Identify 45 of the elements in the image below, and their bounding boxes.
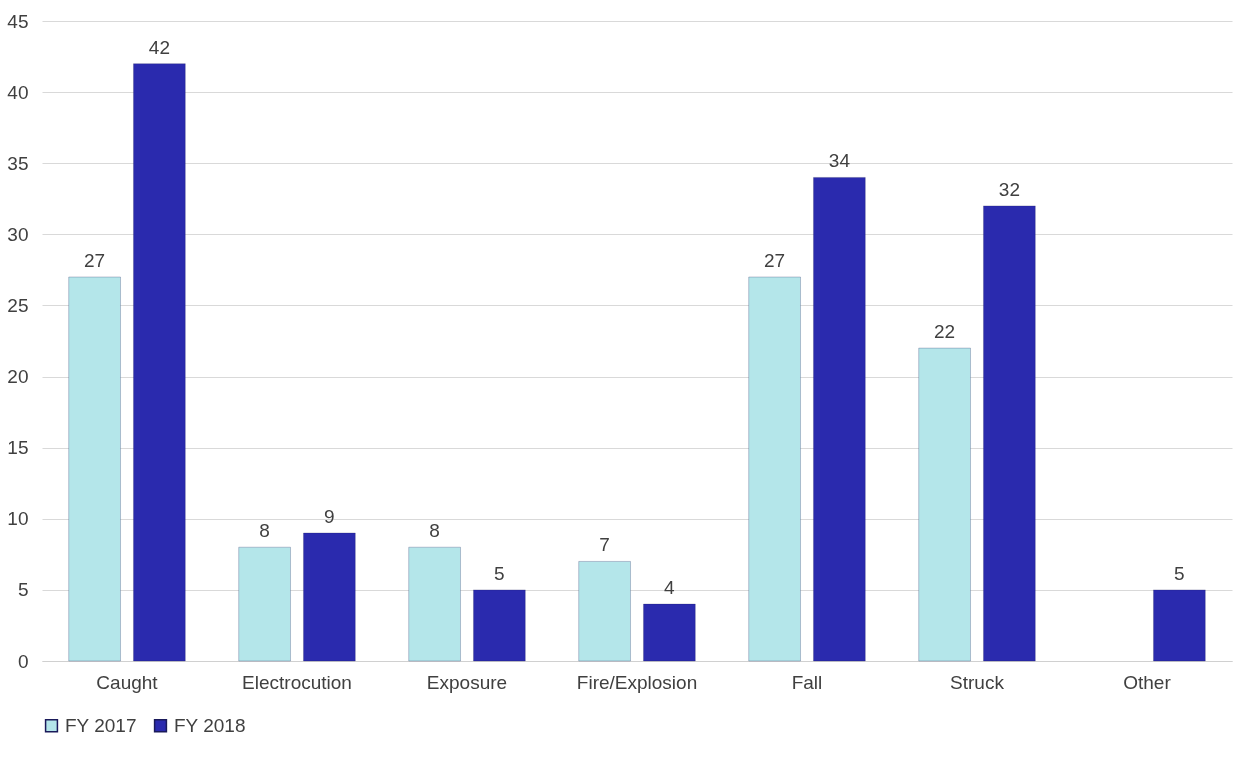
data-label: 34: [828, 150, 851, 172]
x-tick-label: Other: [1123, 671, 1172, 693]
bar: [748, 276, 802, 662]
y-tick-label: 40: [7, 81, 29, 103]
x-tick-label: Caught: [96, 671, 159, 693]
bar: [68, 276, 122, 662]
bar: [918, 347, 972, 662]
data-label: 4: [664, 577, 676, 599]
data-label: 5: [494, 562, 505, 584]
y-tick-label: 45: [7, 10, 29, 32]
data-label: 42: [148, 36, 170, 58]
data-label: 27: [764, 250, 786, 271]
y-tick-label: 35: [7, 152, 29, 174]
bar: [812, 176, 866, 662]
data-label: 7: [599, 534, 610, 556]
legend-label: FY 2018: [174, 714, 246, 736]
bar: [302, 532, 356, 662]
x-tick-label: Exposure: [426, 671, 508, 693]
y-tick-label: 15: [7, 437, 29, 459]
x-tick-label: Struck: [950, 671, 1005, 693]
bar: [132, 63, 186, 662]
y-tick-label: 5: [17, 579, 29, 601]
y-tick-label: 25: [7, 294, 29, 316]
bar: [982, 205, 1036, 662]
bar: [1152, 589, 1206, 662]
bar: [642, 603, 696, 662]
data-label: 5: [1174, 562, 1185, 584]
y-tick-label: 0: [17, 650, 29, 672]
data-label: 22: [934, 321, 956, 343]
data-label: 8: [259, 520, 270, 542]
data-label: 32: [998, 178, 1020, 200]
bar: [408, 546, 462, 662]
x-tick-label: Fire/Explosion: [576, 671, 698, 693]
data-label: 9: [324, 506, 335, 527]
bar: [238, 546, 292, 662]
data-label: 8: [429, 520, 440, 542]
bar: [578, 560, 632, 662]
data-label: 27: [84, 250, 106, 271]
x-tick-label: Electrocution: [242, 671, 352, 693]
y-tick-label: 20: [7, 366, 29, 388]
bar: [472, 589, 526, 662]
x-tick-label: Fall: [791, 671, 823, 693]
y-tick-label: 30: [7, 223, 29, 245]
y-tick-label: 10: [7, 508, 29, 530]
legend-label: FY 2017: [65, 714, 137, 736]
